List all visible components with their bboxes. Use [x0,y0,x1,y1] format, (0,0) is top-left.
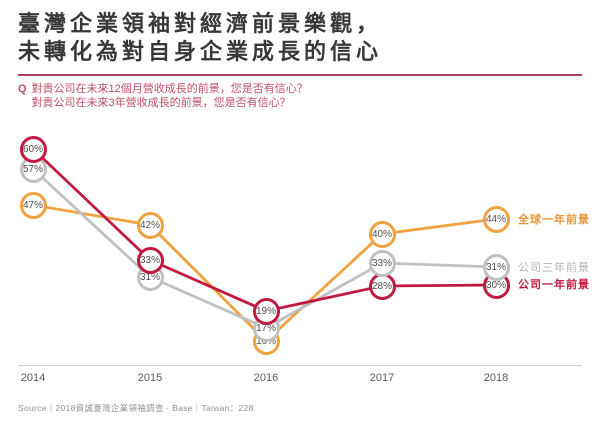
data-point-label: 33% [371,257,392,269]
data-point-global_one_year-2017: 40% [368,220,396,248]
data-point-label: 19% [255,305,276,317]
x-axis-label-2016: 2016 [253,372,279,384]
data-point-label: 42% [139,219,160,231]
data-point-label: 28% [371,280,392,292]
data-point-label: 31% [139,271,160,283]
data-point-label: 17% [255,322,276,334]
x-axis-label-2017: 2017 [369,372,395,384]
x-axis-label-2015: 2015 [137,372,163,384]
data-point-label: 40% [371,228,392,240]
survey-question: Q 對貴公司在未來12個月營收成長的前景，您是否有信心？ 對貴公司在未來3年營收… [18,82,308,110]
page-title: 臺灣企業領袖對經濟前景樂觀， 未轉化為對自身企業成長的信心 [18,10,382,66]
data-point-global_one_year-2018: 44% [482,205,510,233]
data-point-global_one_year-2015: 42% [136,211,164,239]
series-line-company_one_year [32,147,497,313]
data-point-label: 33% [139,254,160,266]
page-title-line1: 臺灣企業領袖對經濟前景樂觀， [18,11,383,36]
legend-label-global_one_year: 全球一年前景 [518,214,590,226]
question-text: 對貴公司在未來12個月營收成長的前景，您是否有信心？ 對貴公司在未來3年營收成長… [32,82,308,110]
data-point-company_three_year-2017: 33% [368,249,396,277]
data-point-label: 47% [22,199,43,211]
data-point-label: 60% [22,143,43,155]
data-point-company_one_year-2015: 33% [136,246,164,274]
data-point-label: 31% [485,261,506,273]
legend-label-company_one_year: 公司一年前景 [518,279,590,291]
data-point-company_one_year-2014: 60% [19,135,47,163]
x-axis-line [18,365,582,366]
data-point-company_one_year-2017: 28% [368,272,396,300]
data-point-company_three_year-2018: 31% [482,253,510,281]
data-point-company_one_year-2016: 19% [252,297,280,325]
x-axis-label-2014: 2014 [20,372,46,384]
data-point-label: 44% [485,213,506,225]
question-line1: 對貴公司在未來12個月營收成長的前景，您是否有信心？ [31,83,308,95]
legend-label-company_three_year: 公司三年前景 [518,262,590,274]
question-line2: 對貴公司在未來3年營收成長的前景，您是否有信心？ [31,97,291,109]
data-point-label: 30% [485,279,506,291]
source-note: Source｜2018資誠臺灣企業領袖調查 · Base｜Taiwan：228 [18,403,254,413]
title-divider [18,74,582,76]
question-q-prefix: Q [18,83,27,95]
data-point-label: 57% [22,163,43,175]
page-title-line2: 未轉化為對自身企業成長的信心 [18,39,383,64]
x-axis-label-2018: 2018 [483,372,509,384]
data-point-global_one_year-2014: 47% [19,191,47,219]
